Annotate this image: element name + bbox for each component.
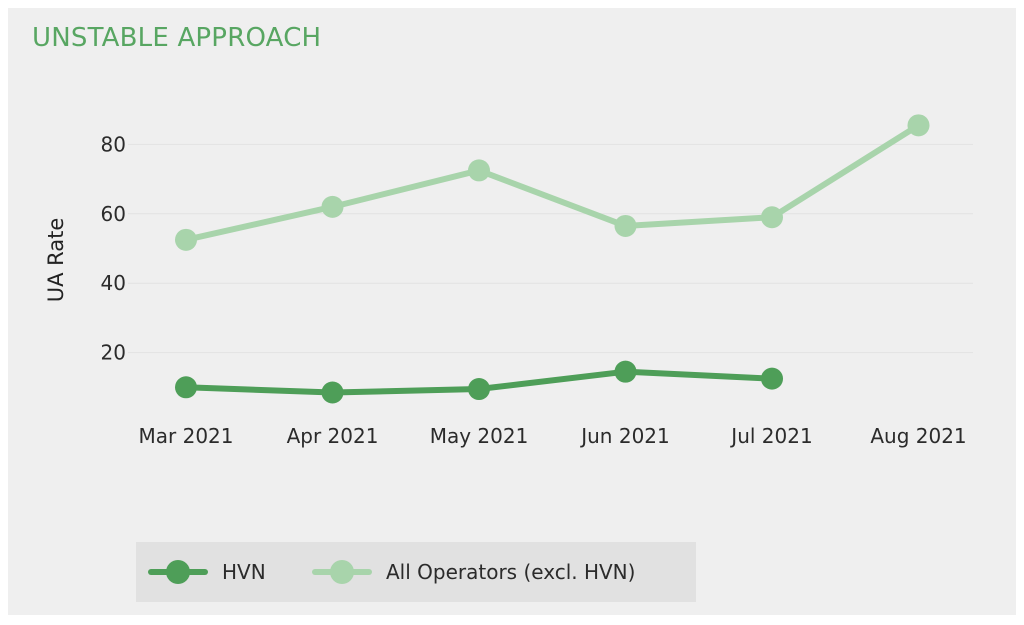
y-tick-label: 80 bbox=[101, 132, 126, 156]
line-chart: 20 40 60 80 Mar 2021 Apr 2021 May 2021 Jun 202… bbox=[44, 114, 973, 448]
x-tick-label: Aug 2021 bbox=[870, 424, 966, 448]
x-tick-label: Mar 2021 bbox=[139, 424, 234, 448]
data-point[interactable] bbox=[321, 195, 344, 218]
x-tick-label: Apr 2021 bbox=[287, 424, 379, 448]
data-point[interactable] bbox=[761, 206, 783, 229]
data-point[interactable] bbox=[761, 367, 783, 390]
data-point[interactable] bbox=[468, 378, 490, 401]
legend-marker-all-operators bbox=[330, 560, 354, 584]
y-tick-label: 60 bbox=[101, 202, 126, 226]
x-tick-label: May 2021 bbox=[430, 424, 529, 448]
data-point[interactable] bbox=[321, 381, 344, 404]
x-tick-label: Jul 2021 bbox=[729, 424, 812, 448]
data-point[interactable] bbox=[614, 360, 637, 383]
legend-item-hvn[interactable]: HVN bbox=[142, 542, 266, 602]
data-point[interactable] bbox=[614, 214, 637, 237]
legend-item-all-operators[interactable]: All Operators (excl. HVN) bbox=[306, 542, 635, 602]
x-tick-label: Jun 2021 bbox=[579, 424, 670, 448]
chart-title: UNSTABLE APPROACH bbox=[32, 23, 322, 53]
legend-swatch-all-operators bbox=[306, 542, 378, 602]
data-point[interactable] bbox=[907, 114, 930, 137]
grid-lines bbox=[128, 143, 973, 354]
data-point[interactable] bbox=[468, 159, 490, 182]
y-tick-label: 40 bbox=[101, 271, 126, 295]
legend-marker-hvn bbox=[166, 560, 190, 584]
y-tick-labels: 20 40 60 80 bbox=[101, 132, 126, 364]
x-tick-labels: Mar 2021 Apr 2021 May 2021 Jun 2021 Jul 2021… bbox=[139, 424, 967, 448]
series-layer bbox=[175, 114, 930, 404]
series-line bbox=[183, 122, 922, 243]
legend-label-all-operators: All Operators (excl. HVN) bbox=[386, 560, 636, 584]
series-hvn bbox=[175, 360, 783, 404]
chart-card: UNSTABLE APPROACH 20 40 60 80 Mar 2021 Apr 2… bbox=[8, 8, 1016, 615]
legend: HVN All Operators (excl. HVN) bbox=[136, 542, 696, 602]
legend-swatch-hvn bbox=[142, 542, 214, 602]
data-point[interactable] bbox=[175, 228, 197, 251]
series-all-operators bbox=[175, 114, 930, 251]
data-point[interactable] bbox=[175, 376, 197, 399]
legend-label-hvn: HVN bbox=[222, 560, 266, 584]
y-axis-label: UA Rate bbox=[44, 218, 68, 303]
y-tick-label: 20 bbox=[101, 341, 126, 365]
